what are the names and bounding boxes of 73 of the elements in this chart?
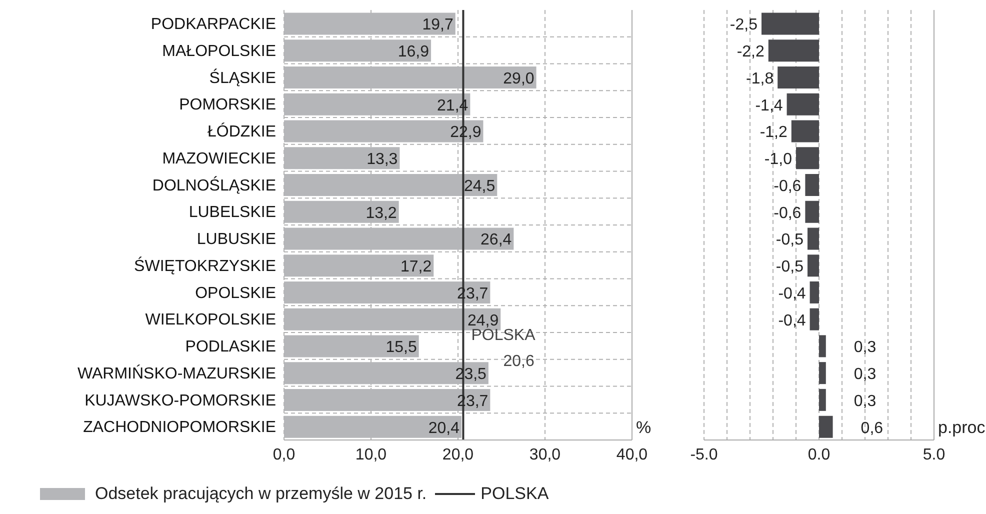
data-label: -1,2 [760, 124, 788, 142]
bar [819, 362, 826, 384]
data-label: -0,4 [778, 312, 806, 330]
data-label: 17,2 [400, 258, 432, 276]
data-label: -0,4 [778, 285, 806, 302]
y-tick-label: PODKARPACKIE [150, 16, 276, 34]
bar [768, 40, 819, 62]
y-tick-label: ZACHODNIOPOMORSKIE [83, 419, 276, 436]
y-tick-label: WARMIŃSKO-MAZURSKIE [77, 364, 276, 382]
text: POLSKA [480, 484, 549, 503]
y-tick-label: ŁÓDZKIE [208, 122, 276, 141]
legend-label: Odsetek pracujących w przemyśle w 2015 r. [94, 484, 427, 504]
bar [808, 254, 819, 277]
data-label: 24,5 [464, 178, 496, 195]
data-label: 0,3 [854, 366, 876, 384]
data-label: 20,4 [428, 420, 460, 437]
data-label: 19,7 [422, 16, 454, 34]
x-axis-title: % [636, 418, 652, 438]
data-label: 13,3 [366, 151, 398, 168]
data-label: -1,0 [764, 151, 792, 168]
bar [786, 93, 819, 116]
data-label: 0,3 [854, 392, 876, 410]
bar [796, 147, 819, 170]
bar [810, 308, 819, 330]
data-label: 29,0 [503, 70, 534, 88]
bar [762, 12, 819, 35]
x-tick-label: 10,0 [355, 446, 387, 464]
data-label: -0,6 [774, 178, 802, 195]
x-tick-label: 20,0 [442, 446, 474, 464]
bar [805, 174, 819, 196]
data-label: -1,4 [755, 97, 783, 114]
bar [805, 200, 819, 223]
y-tick-label: ŚWIĘTOKRZYSKIE [134, 256, 276, 275]
x-tick-label: 30,0 [529, 446, 561, 464]
data-label: 0,3 [854, 339, 876, 356]
x-tick-label: 0,0 [272, 446, 296, 464]
bar [819, 416, 833, 438]
bar [810, 281, 819, 304]
data-label: 15,5 [386, 339, 417, 356]
bar [808, 228, 819, 250]
x-axis-title: p.proc [938, 418, 986, 438]
ref-line-label: POLSKA [471, 327, 536, 346]
y-tick-label: WIELKOPOLSKIE [145, 312, 276, 329]
data-label: -0,6 [774, 204, 802, 222]
data-label: 0,6 [860, 420, 884, 437]
bar [819, 388, 826, 411]
data-label: -2,2 [736, 44, 764, 61]
bar [778, 66, 819, 88]
y-tick-label: MAZOWIECKIE [162, 150, 276, 168]
x-tick-label: 40,0 [616, 446, 648, 464]
data-label: 13,2 [366, 204, 397, 222]
y-tick-label: MAŁOPOLSKIE [162, 42, 276, 60]
y-tick-label: OPOLSKIE [195, 284, 276, 302]
x-tick-label: 0.0 [808, 446, 830, 464]
x-tick-label: -5.0 [690, 446, 718, 464]
data-label: -0,5 [776, 258, 804, 276]
y-tick-label: DOLNOŚLĄSKIE [152, 175, 276, 194]
bar [819, 335, 826, 358]
data-label: -2,5 [730, 16, 758, 34]
data-label: -1,8 [746, 70, 774, 88]
bar [791, 120, 819, 142]
x-tick-label: 5.0 [922, 446, 946, 464]
y-tick-label: PODLASKIE [185, 338, 276, 356]
y-tick-label: POMORSKIE [179, 96, 276, 114]
y-tick-label: LUBUSKIE [196, 231, 276, 248]
y-tick-label: KUJAWSKO-POMORSKIE [84, 392, 276, 410]
data-label: 26,4 [480, 232, 512, 249]
annotation: 20,6 [503, 352, 534, 371]
data-label: 16,9 [398, 44, 430, 61]
y-tick-label: LUBELSKIE [188, 204, 276, 222]
data-label: -0,5 [776, 232, 804, 249]
data-label: 24,9 [467, 312, 499, 330]
y-tick-label: ŚLĄSKIE [209, 68, 276, 87]
